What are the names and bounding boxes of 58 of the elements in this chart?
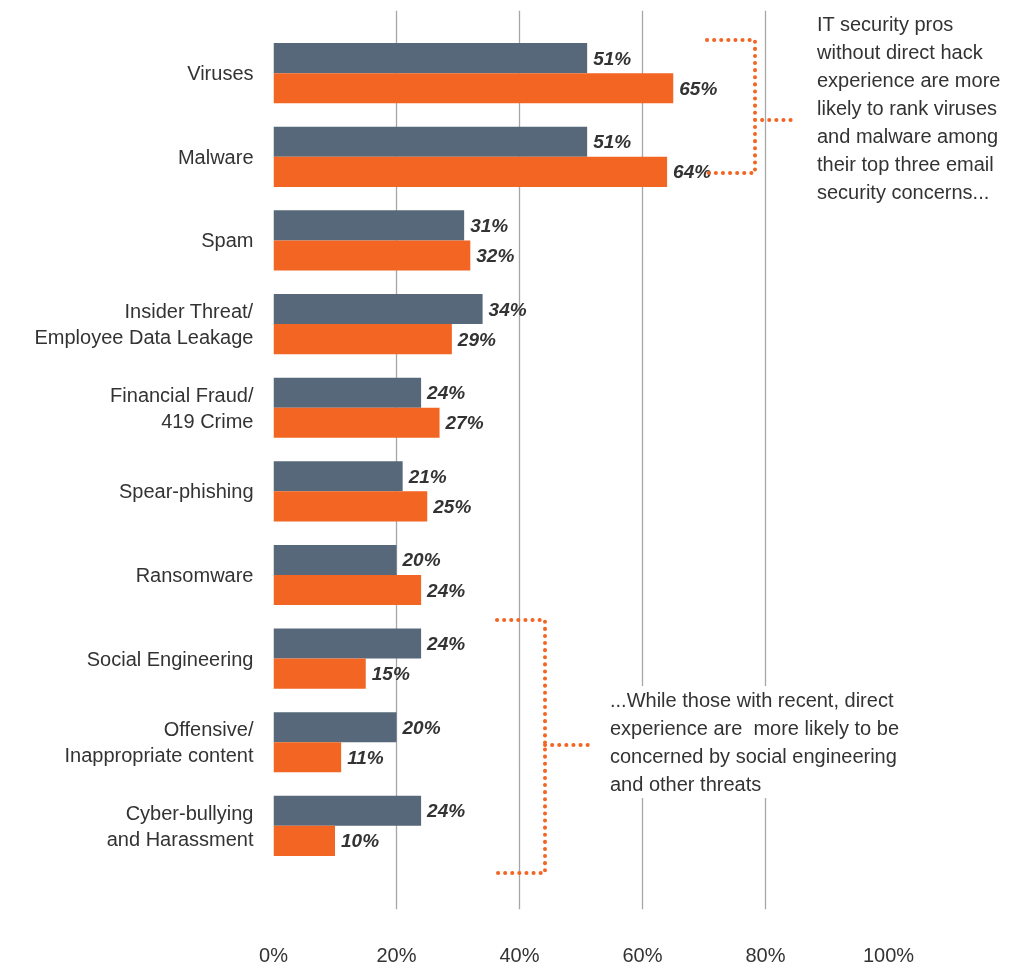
bar [273, 407, 440, 438]
data-label: 25% [432, 495, 472, 517]
data-label: 27% [444, 412, 484, 434]
bar [273, 742, 342, 773]
bar [273, 628, 422, 659]
data-label: 15% [371, 663, 410, 685]
data-label: 64% [673, 161, 712, 183]
x-tick-label: 20% [376, 943, 417, 966]
bar [273, 156, 668, 187]
bar [273, 210, 465, 241]
x-tick-label: 60% [622, 943, 663, 966]
bar [273, 825, 335, 856]
y-tick-label: Social Engineering [86, 647, 254, 670]
x-tick-label: 0% [259, 943, 289, 966]
y-tick-label: Spear-phishing [118, 480, 254, 503]
data-label: 24% [426, 382, 466, 404]
y-tick-label: Ransomware [135, 563, 254, 586]
bar [273, 324, 452, 355]
bar [273, 73, 674, 104]
data-label: 21% [407, 465, 447, 487]
y-tick-label: Malware [177, 145, 254, 168]
bar [273, 658, 366, 689]
bar [273, 126, 588, 157]
data-label: 34% [488, 298, 527, 320]
bar [273, 461, 403, 492]
y-tick-label: Cyber-bullying and Harassment [106, 801, 254, 851]
y-tick-label: Viruses [187, 62, 254, 85]
y-tick-label: Offensive/ Inappropriate content [64, 718, 254, 767]
y-tick-label: Spam [201, 229, 254, 252]
data-label: 51% [593, 131, 632, 153]
data-label: 10% [341, 830, 380, 852]
data-label: 20% [401, 549, 441, 571]
data-label: 65% [679, 77, 718, 99]
y-tick-label: Financial Fraud/ 419 Crime [110, 383, 254, 432]
annotation: ...While those with recent, direct experience are more likely to be concerned by social engineering and other threats [608, 686, 902, 798]
bar [273, 712, 397, 743]
bar [273, 377, 422, 408]
data-label: 31% [470, 214, 509, 236]
bar [273, 544, 397, 575]
x-tick-label: 80% [745, 943, 786, 966]
bar [273, 43, 588, 74]
data-label: 20% [401, 716, 441, 738]
data-label: 29% [456, 328, 496, 350]
data-label: 51% [593, 47, 632, 69]
x-tick-label: 100% [862, 943, 915, 966]
data-label: 32% [476, 245, 515, 267]
x-tick-label: 40% [499, 943, 540, 966]
bar [273, 491, 428, 522]
annotation: IT security pros without direct hack experience are more likely to rank viruses and malware among their top three email security concerns... [815, 10, 1003, 206]
bar [273, 574, 422, 606]
data-label: 24% [426, 800, 466, 822]
data-label: 11% [347, 746, 384, 768]
bar [273, 294, 483, 325]
y-tick-label: Insider Threat/ Employee Data Leakage [34, 299, 254, 349]
bar [273, 240, 471, 271]
bar [273, 795, 422, 826]
data-label: 24% [426, 579, 466, 601]
data-label: 24% [426, 633, 466, 655]
